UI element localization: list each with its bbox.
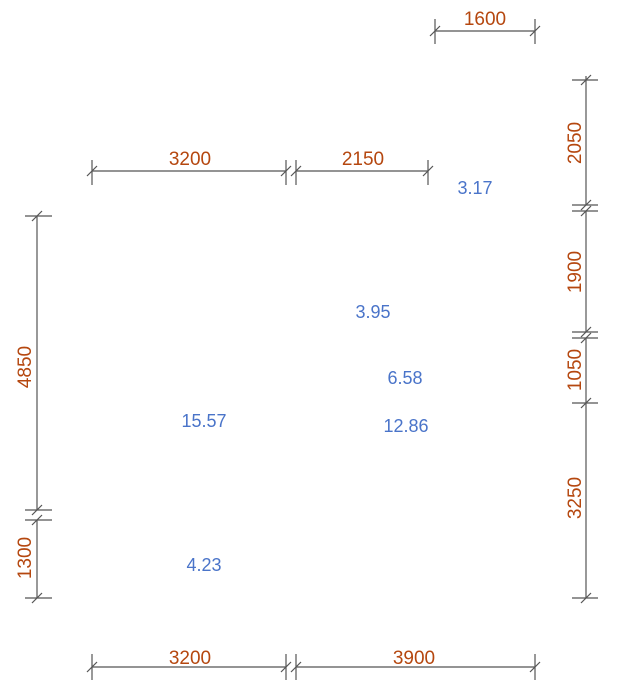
room-area-a6: 4.23 bbox=[186, 555, 221, 575]
dimension-label-upper-middle: 2150 bbox=[342, 149, 384, 170]
dimension-right-chain: 2050 1900 1050 3250 bbox=[565, 74, 598, 604]
room-area-a2: 3.95 bbox=[355, 302, 390, 322]
dimension-left-chain: 4850 1300 bbox=[15, 210, 52, 604]
dimension-label-right-2: 1900 bbox=[565, 251, 586, 293]
dimension-label-upper-left: 3200 bbox=[169, 149, 211, 170]
dimension-label-top-right: 1600 bbox=[464, 9, 506, 30]
dimension-upper-chain: 3200 2150 bbox=[86, 149, 434, 185]
room-area-a3: 6.58 bbox=[387, 368, 422, 388]
room-area-a4: 15.57 bbox=[181, 411, 226, 431]
dimension-label-right-4: 3250 bbox=[565, 477, 586, 519]
dimension-label-right-1: 2050 bbox=[565, 122, 586, 164]
dimension-label-bottom-left: 3200 bbox=[169, 648, 211, 669]
room-area-a1: 3.17 bbox=[457, 178, 492, 198]
dimension-label-bottom-right: 3900 bbox=[393, 648, 435, 669]
dimension-top-right: 1600 bbox=[429, 9, 541, 44]
room-area-labels: 3.17 3.95 6.58 15.57 12.86 4.23 bbox=[181, 178, 492, 575]
dimension-label-right-3: 1050 bbox=[565, 349, 586, 391]
room-area-a5: 12.86 bbox=[383, 416, 428, 436]
dimension-bottom-chain: 3200 3900 bbox=[86, 648, 541, 680]
dimension-label-left-lower: 1300 bbox=[15, 537, 36, 579]
dimension-label-left-upper: 4850 bbox=[15, 346, 36, 388]
